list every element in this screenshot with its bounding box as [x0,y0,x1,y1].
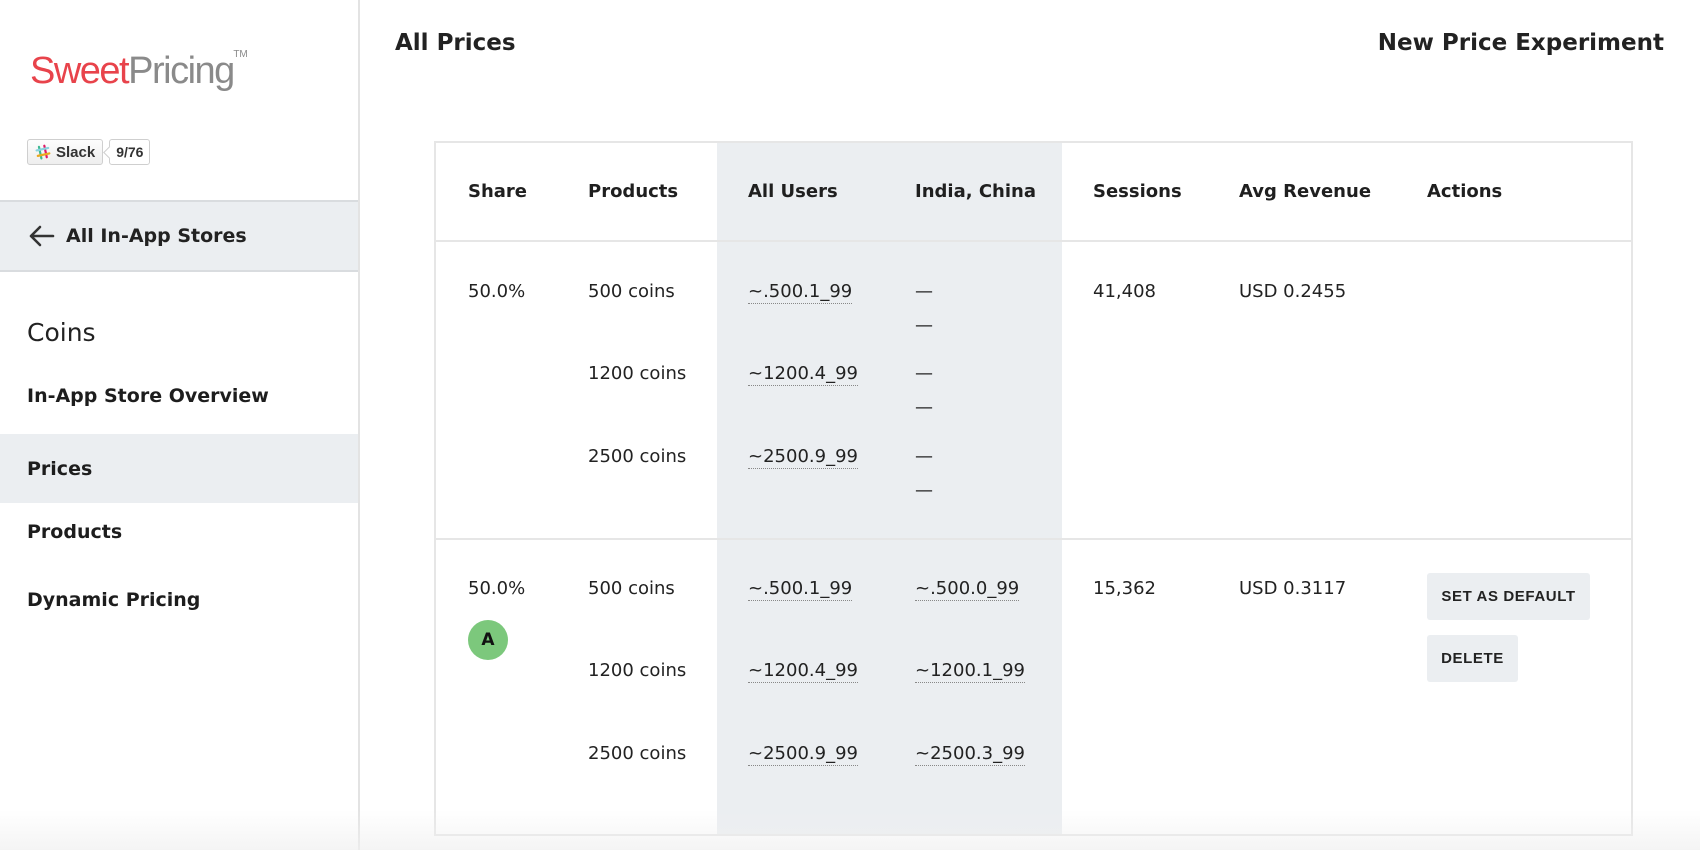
slack-icon [35,144,51,160]
column-header-avg-revenue: Avg Revenue [1239,181,1372,202]
prices-table: Share Products All Users India, China Se… [434,141,1633,836]
price-id-all-users[interactable]: ~1200.4_99 [748,363,858,386]
column-header-share: Share [468,181,528,202]
price-id-all-users[interactable]: ~1200.4_99 [748,660,858,683]
table-header: Share Products All Users India, China Se… [436,143,1631,242]
sidebar-item-dynamic-pricing[interactable]: Dynamic Pricing [27,589,201,611]
back-label: All In-App Stores [66,225,247,247]
product-name: 2500 coins [588,743,687,764]
price-id-all-users[interactable]: ~.500.1_99 [748,281,853,304]
sessions-value: 41,408 [1093,281,1156,302]
logo-pricing: Pricing [128,50,235,92]
empty-price-dash: — [915,397,933,418]
new-price-experiment-link[interactable]: New Price Experiment [1377,30,1664,56]
column-header-actions: Actions [1427,181,1503,202]
row-divider [436,538,1631,540]
all-users-india-china-highlight [717,143,1062,834]
sidebar-item-in-app-store-overview[interactable]: In-App Store Overview [27,385,269,407]
price-id-all-users[interactable]: ~2500.9_99 [748,446,858,469]
column-header-products: Products [588,181,679,202]
product-name: 500 coins [588,281,675,302]
avg-revenue-value: USD 0.2455 [1239,281,1347,302]
price-id-india-china[interactable]: ~1200.1_99 [915,660,1025,683]
set-as-default-button[interactable]: SET AS DEFAULT [1427,573,1590,620]
sweetpricing-logo[interactable]: SweetPricing TM [30,50,248,92]
empty-price-dash: — [915,315,933,336]
empty-price-dash: — [915,480,933,501]
column-header-india-china: India, China [915,181,1036,202]
sessions-value: 15,362 [1093,578,1156,599]
avg-revenue-value: USD 0.3117 [1239,578,1347,599]
logo-trademark: TM [233,49,248,60]
page-title: All Prices [395,30,516,56]
product-name: 1200 coins [588,363,687,384]
sidebar-item-products[interactable]: Products [27,521,123,543]
slack-button[interactable]: Slack [27,139,104,165]
column-header-all-users: All Users [748,181,838,202]
price-id-india-china[interactable]: ~.500.0_99 [915,578,1020,601]
empty-price-dash: — [915,446,933,467]
product-name: 500 coins [588,578,675,599]
product-name: 2500 coins [588,446,687,467]
empty-price-dash: — [915,363,933,384]
share-value: 50.0% [468,281,526,302]
slack-widget: Slack 9/76 [27,139,151,165]
empty-price-dash: — [915,281,933,302]
back-to-all-stores[interactable]: All In-App Stores [0,200,358,272]
share-value: 50.0% [468,578,526,599]
price-id-all-users[interactable]: ~.500.1_99 [748,578,853,601]
logo-sweet: Sweet [30,50,130,92]
delete-button[interactable]: DELETE [1427,635,1518,682]
slack-member-count[interactable]: 9/76 [109,139,151,165]
sidebar-item-prices[interactable]: Prices [0,434,358,503]
arrow-left-icon [29,225,55,247]
variant-badge: A [468,620,508,660]
section-title: Coins [27,318,96,347]
price-id-all-users[interactable]: ~2500.9_99 [748,743,858,766]
price-id-india-china[interactable]: ~2500.3_99 [915,743,1025,766]
product-name: 1200 coins [588,660,687,681]
sidebar: SweetPricing TM Slack 9/76 All In-App Sto… [0,0,360,850]
slack-label: Slack [56,143,96,161]
column-header-sessions: Sessions [1093,181,1182,202]
